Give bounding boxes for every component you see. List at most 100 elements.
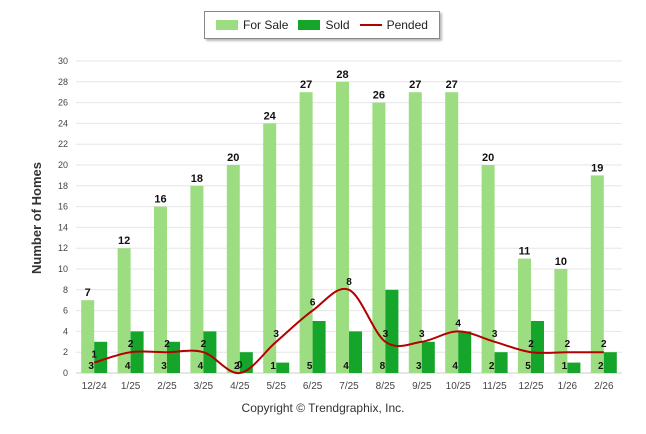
sold-value-label: 2 (489, 361, 495, 372)
y-tick-label: 28 (58, 77, 68, 87)
y-tick-label: 12 (58, 243, 68, 253)
x-tick-label: 6/25 (303, 381, 323, 392)
legend-item-for-sale[interactable]: For Sale (216, 18, 288, 32)
for-sale-value-label: 27 (409, 79, 421, 91)
sold-value-label: 2 (598, 361, 604, 372)
sold-value-label: 4 (452, 361, 458, 372)
pended-line-group (93, 287, 604, 375)
y-tick-label: 22 (58, 139, 68, 149)
sold-bar (349, 331, 362, 373)
sold-value-label: 8 (380, 361, 386, 372)
sold-value-label: 5 (525, 361, 531, 372)
for-sale-bar (263, 123, 277, 374)
y-tick-label: 2 (63, 347, 68, 357)
legend-item-sold[interactable]: Sold (298, 18, 350, 32)
sold-value-label: 3 (161, 361, 167, 372)
pended-value-label: 3 (419, 329, 425, 340)
for-sale-bar (190, 185, 204, 373)
sold-value-label: 4 (125, 361, 131, 372)
pended-value-label: 2 (565, 339, 571, 350)
for-sale-bar (81, 300, 95, 373)
x-tick-label: 10/25 (446, 381, 471, 392)
pended-value-label: 3 (273, 329, 279, 340)
x-tick-label: 9/25 (412, 381, 432, 392)
for-sale-bar (518, 258, 531, 373)
for-sale-value-label: 18 (191, 173, 203, 185)
pended-value-label: 1 (91, 350, 97, 361)
pended-line (93, 287, 604, 375)
sold-value-label: 4 (343, 361, 349, 372)
for-sale-value-label: 16 (154, 194, 166, 206)
y-tick-label: 26 (58, 98, 68, 108)
pended-value-label: 2 (128, 339, 134, 350)
for-sale-value-label: 27 (300, 79, 312, 91)
sold-bar (167, 341, 180, 373)
sold-bar (385, 289, 399, 373)
x-tick-label: 2/26 (594, 381, 614, 392)
sold-value-label: 1 (562, 361, 568, 372)
for-sale-bar (590, 175, 604, 373)
x-tick-label: 5/25 (266, 381, 286, 392)
legend-label-for-sale: For Sale (243, 18, 289, 32)
x-tick-label: 4/25 (230, 381, 250, 392)
sold-bar (458, 331, 472, 373)
pended-value-label: 4 (455, 318, 461, 329)
x-tick-label: 3/25 (194, 381, 214, 392)
pended-value-label: 6 (310, 298, 316, 309)
x-tick-label: 1/25 (121, 381, 141, 392)
y-tick-label: 16 (58, 202, 68, 212)
for-sale-bar (154, 206, 167, 373)
copyright-footer: Copyright © Trendgraphix, Inc. (241, 401, 405, 415)
y-tick-label: 24 (58, 118, 68, 128)
for-sale-value-label: 20 (482, 152, 494, 164)
y-axis-label: Number of Homes (29, 162, 44, 274)
for-sale-value-label: 27 (446, 79, 458, 91)
for-sale-swatch (216, 20, 239, 30)
legend-label-sold: Sold (325, 18, 350, 32)
pended-value-label: 0 (237, 360, 243, 371)
pended-swatch (359, 24, 382, 26)
pended-value-label: 8 (346, 277, 352, 288)
sold-value-label: 5 (307, 361, 313, 372)
y-tick-label: 30 (58, 56, 68, 66)
data-labels: 7312416318420224127528426827327420211510… (85, 69, 607, 372)
x-tick-label: 1/26 (558, 381, 578, 392)
x-tick-label: 8/25 (376, 381, 396, 392)
for-sale-bar (117, 248, 131, 373)
sold-bar (421, 341, 435, 373)
legend-item-pended[interactable]: Pended (359, 18, 428, 32)
pended-value-label: 2 (528, 339, 534, 350)
sold-value-label: 3 (88, 361, 94, 372)
pended-value-label: 3 (492, 329, 498, 340)
pended-value-label: 2 (601, 339, 607, 350)
y-tick-label: 20 (58, 160, 68, 170)
pended-value-label: 2 (201, 339, 207, 350)
y-tick-label: 18 (58, 181, 68, 191)
for-sale-value-label: 10 (555, 256, 567, 268)
for-sale-bar (554, 269, 568, 373)
x-tick-label: 7/25 (339, 381, 359, 392)
y-tick-label: 14 (58, 222, 68, 232)
legend-label-pended: Pended (386, 18, 428, 32)
for-sale-value-label: 26 (373, 90, 385, 102)
for-sale-value-label: 28 (336, 69, 348, 81)
for-sale-bar (372, 102, 386, 373)
sold-bar (531, 321, 544, 373)
sold-value-label: 1 (270, 361, 276, 372)
legend: For Sale Sold Pended (204, 11, 440, 39)
sold-bar (494, 352, 508, 373)
y-tick-label: 8 (63, 285, 68, 295)
for-sale-bar (445, 92, 459, 373)
for-sale-value-label: 19 (591, 162, 603, 174)
pended-value-label: 3 (383, 329, 389, 340)
sold-bar (203, 331, 217, 373)
sold-value-label: 3 (416, 361, 422, 372)
x-tick-label: 12/24 (82, 381, 107, 392)
sold-bar (567, 362, 581, 373)
sold-swatch (298, 20, 321, 30)
for-sale-value-label: 12 (118, 235, 130, 247)
sold-value-label: 4 (198, 361, 204, 372)
sold-bar (603, 352, 617, 373)
